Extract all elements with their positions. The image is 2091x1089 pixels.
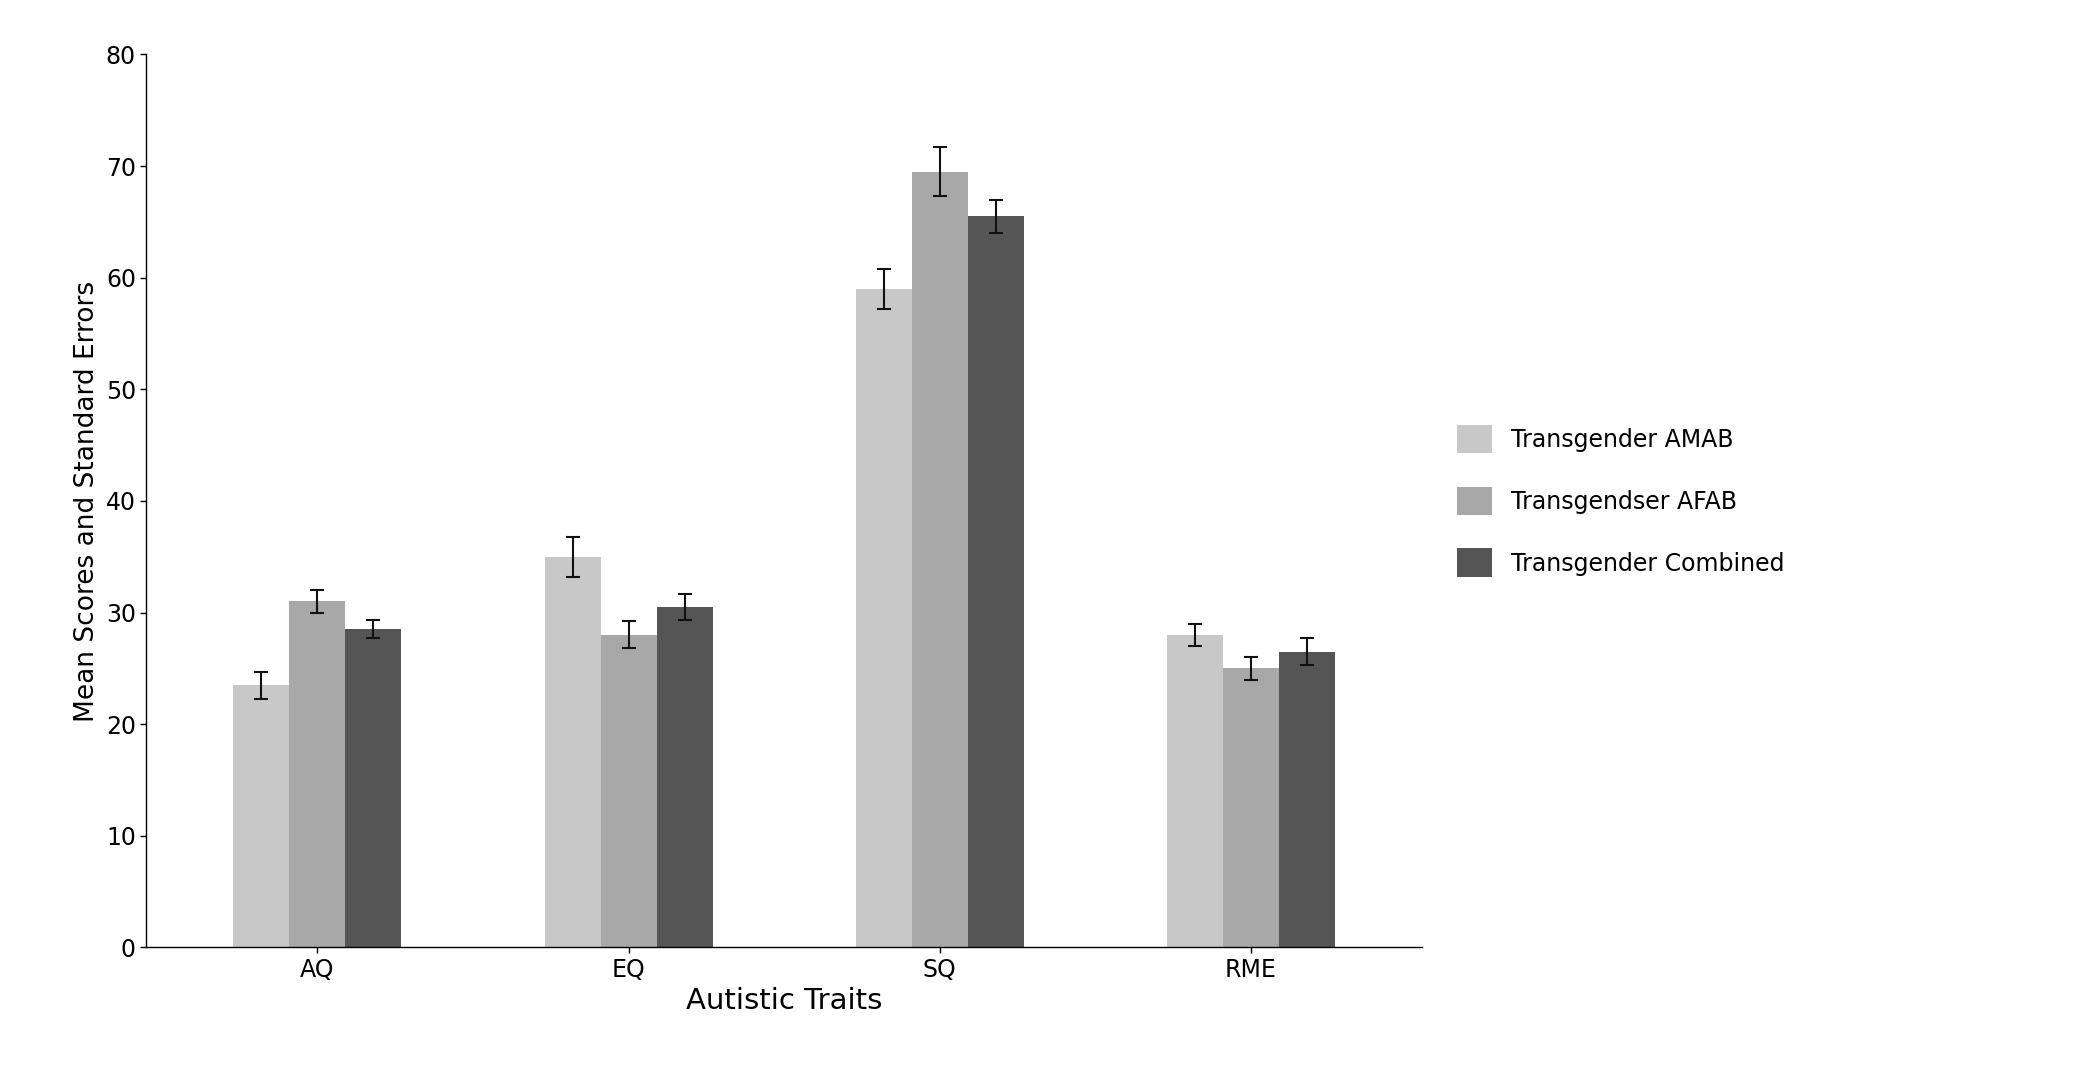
Bar [345, 629, 401, 947]
Bar [855, 289, 912, 947]
Bar [289, 601, 345, 947]
Bar [968, 217, 1025, 947]
Bar [1223, 669, 1280, 947]
Bar [1280, 651, 1334, 947]
Bar [1167, 635, 1223, 947]
Y-axis label: Mean Scores and Standard Errors: Mean Scores and Standard Errors [73, 280, 100, 722]
Legend: Transgender AMAB, Transgendser AFAB, Transgender Combined: Transgender AMAB, Transgendser AFAB, Tra… [1447, 415, 1794, 587]
Bar [657, 607, 713, 947]
Bar [544, 556, 600, 947]
Bar [912, 172, 968, 947]
Bar [234, 685, 289, 947]
Bar [600, 635, 657, 947]
X-axis label: Autistic Traits: Autistic Traits [686, 988, 882, 1015]
